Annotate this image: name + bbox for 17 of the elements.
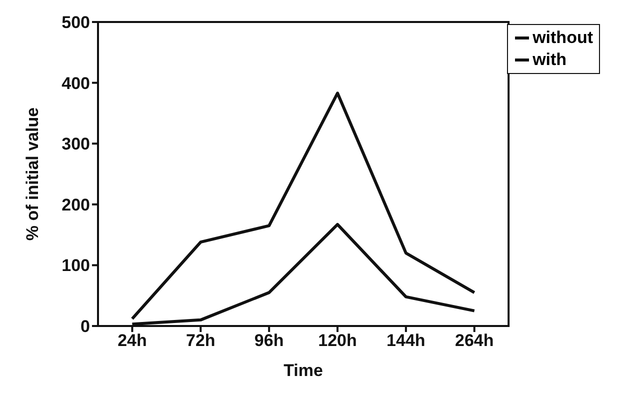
x-tick-label: 120h [318,331,357,350]
legend-label: without [532,27,593,49]
line-series [130,92,476,320]
y-tick-label: 100 [62,256,90,276]
x-tick-label: 24h [118,331,147,350]
y-tick-label: 300 [62,134,90,154]
y-tick-label: 200 [62,195,90,214]
legend-label: with [532,49,567,71]
x-axis-title: Time [284,361,323,380]
x-tick-label: 72h [186,331,216,350]
x-tick-label: 264h [454,331,494,350]
x-tick-label: 96h [254,331,284,350]
y-tick-label: 400 [62,74,90,93]
y-tick-label: 500 [62,13,90,32]
y-axis-title: % of initial value [23,107,42,241]
x-tick-label: 144h [386,331,426,350]
y-tick-label: 0 [80,317,90,336]
